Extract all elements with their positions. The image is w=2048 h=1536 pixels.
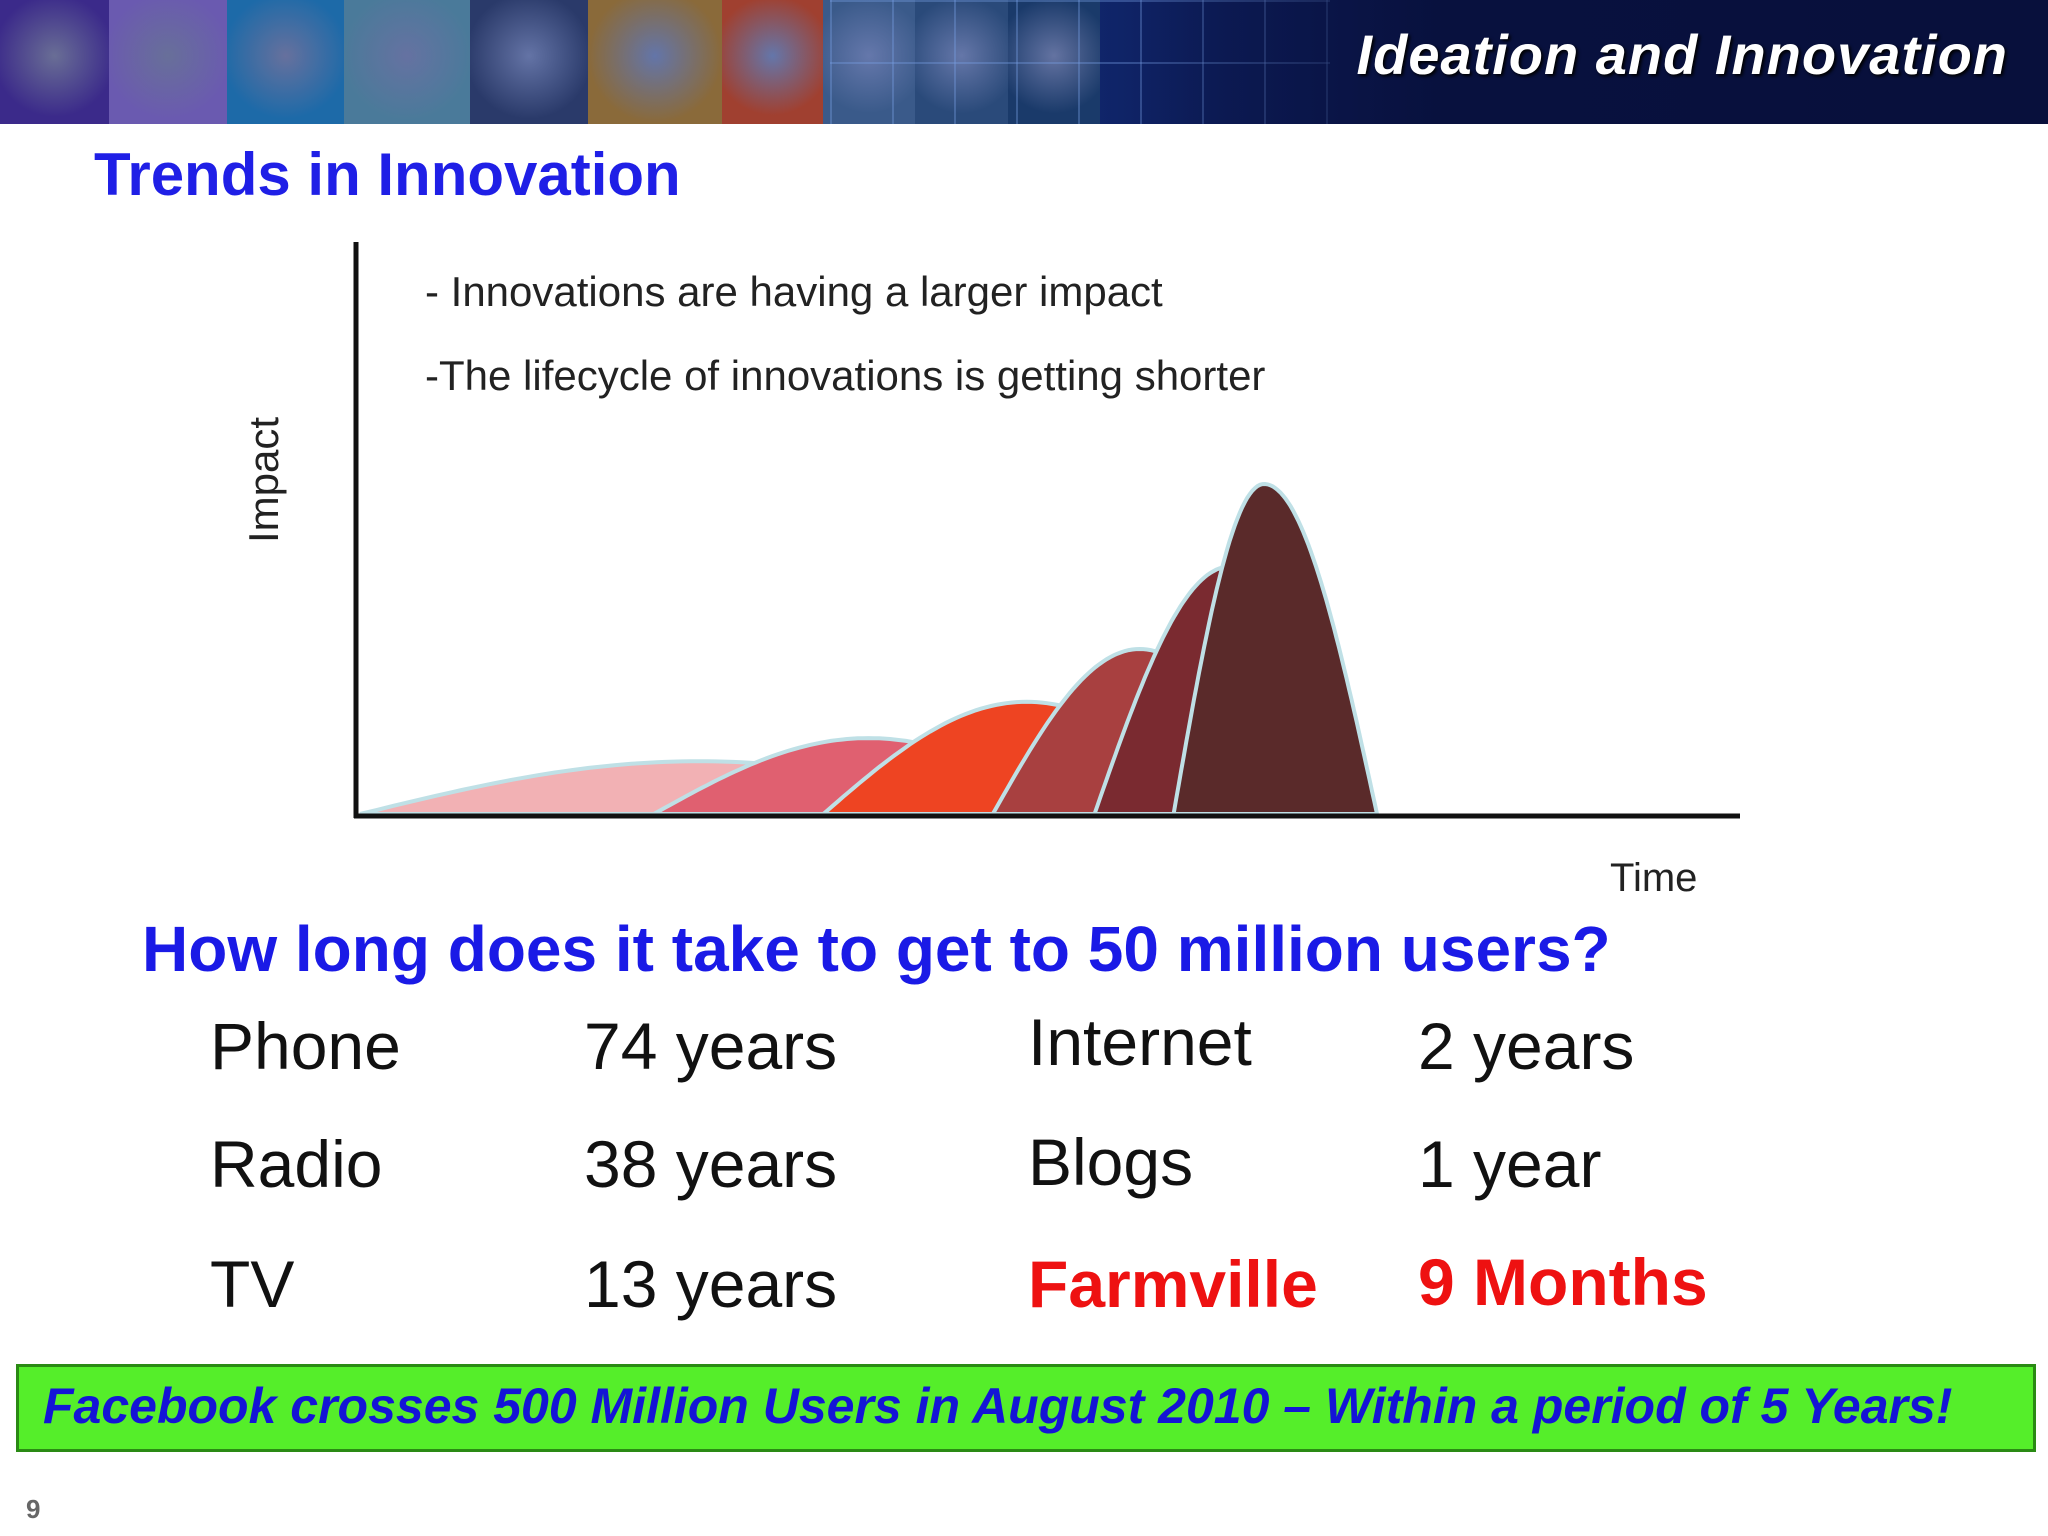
adoption-name-internet: Internet [1028,1005,1252,1079]
adoption-time-internet: 2 years [1418,1009,1635,1083]
header-banner: Ideation and Innovation [0,0,2048,124]
adoption-time-phone: 74 years [584,1009,838,1083]
question-heading: How long does it take to get to 50 milli… [142,913,1611,985]
facebook-callout-text: Facebook crosses 500 Million Users in Au… [43,1378,1953,1434]
adoption-name-phone: Phone [210,1009,401,1083]
y-axis-label: Impact [240,416,287,544]
chart-annotation-larger-impact: - Innovations are having a larger impact [425,268,1163,315]
adoption-name-radio: Radio [210,1127,383,1201]
page-number: 9 [26,1494,41,1524]
facebook-callout-box: Facebook crosses 500 Million Users in Au… [16,1364,2036,1452]
chart-annotation-shorter-lifecycle: -The lifecycle of innovations is getting… [425,352,1266,399]
adoption-name-blogs: Blogs [1028,1125,1194,1199]
header-title: Ideation and Innovation [1356,23,2008,86]
adoption-name-farmville: Farmville [1028,1247,1318,1321]
adoption-time-radio: 38 years [584,1127,838,1201]
innovation-curve-6 [1171,481,1380,816]
banner-overlay [0,0,2048,124]
x-axis-label: Time [1610,856,1698,900]
adoption-time-farmville: 9 Months [1418,1245,1708,1319]
innovation-impact-chart [353,242,1740,819]
adoption-name-tv: TV [210,1247,295,1321]
adoption-time-blogs: 1 year [1418,1127,1602,1201]
slide-title: Trends in Innovation [94,141,681,208]
adoption-time-tv: 13 years [584,1247,838,1321]
